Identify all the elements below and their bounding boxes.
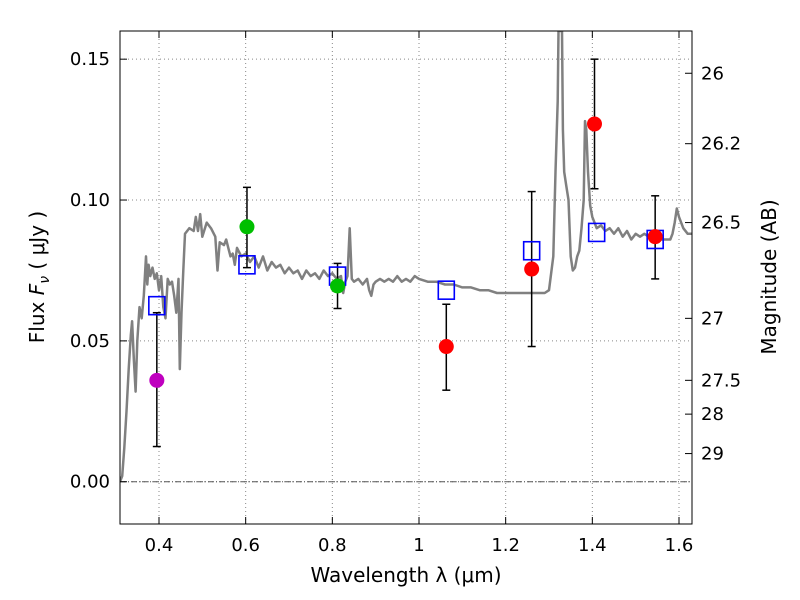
right-tick-label: 26: [701, 63, 724, 84]
observed-point-green: [330, 278, 346, 294]
y-tick-label: 0.05: [70, 331, 110, 352]
y-tick-label: 0.15: [70, 49, 110, 70]
right-tick-label: 26.5: [701, 213, 741, 234]
right-tick-label: 28: [701, 404, 724, 425]
observed-points: [149, 116, 663, 388]
model-photometry-squares: [148, 222, 664, 316]
x-tick-label: 1: [413, 535, 424, 556]
x-axis-label: Wavelength λ (μm): [310, 563, 501, 587]
x-tick-label: 1.4: [578, 535, 607, 556]
right-tick-label: 27: [701, 308, 724, 329]
model-photometry-square: [148, 295, 166, 316]
model-photometry-square: [522, 240, 541, 261]
model-photometry-square: [587, 222, 606, 243]
x-tick-labels: 0.4 0.6 0.8 1 1.2 1.4 1.6: [145, 535, 694, 556]
right-tick-label: 27.5: [701, 370, 741, 391]
x-tick-label: 0.6: [231, 535, 260, 556]
observed-point-magenta: [149, 372, 165, 388]
right-axis-label: Magnitude (AB): [757, 199, 781, 354]
y-tick-label: 0.00: [70, 472, 110, 493]
observed-point-red: [647, 229, 663, 245]
right-tick-labels: 26 26.2 26.5 27 27.5 28 29: [701, 63, 741, 464]
y-axis-label-prefix: Flux: [25, 295, 49, 343]
x-tick-label: 0.4: [145, 535, 174, 556]
x-tick-label: 0.8: [318, 535, 347, 556]
model-photometry-square: [238, 255, 256, 275]
x-tick-label: 1.6: [665, 535, 694, 556]
axis-ticks: [120, 31, 692, 524]
right-tick-label: 26.2: [701, 134, 741, 155]
plot-frame: [119, 30, 693, 525]
y-axis-label: Flux Fν ( μJy ): [25, 211, 53, 343]
y-axis-label-symbol: F: [25, 283, 49, 295]
model-spectrum-layer: [120, 31, 692, 483]
observed-point-green: [239, 219, 255, 235]
observed-point-red: [587, 116, 602, 132]
y-tick-labels: 0.00 0.05 0.10 0.15: [70, 49, 110, 493]
model-spectrum-line: [120, 31, 692, 483]
right-tick-label: 29: [701, 444, 724, 465]
y-axis-label-suffix: ( μJy ): [25, 211, 49, 276]
y-tick-label: 0.10: [70, 190, 110, 211]
x-tick-label: 1.2: [491, 535, 520, 556]
model-photometry-square: [437, 280, 456, 300]
observed-point-red: [524, 261, 540, 277]
y-axis-label-subscript: ν: [37, 276, 53, 284]
observed-point-red: [438, 339, 454, 355]
